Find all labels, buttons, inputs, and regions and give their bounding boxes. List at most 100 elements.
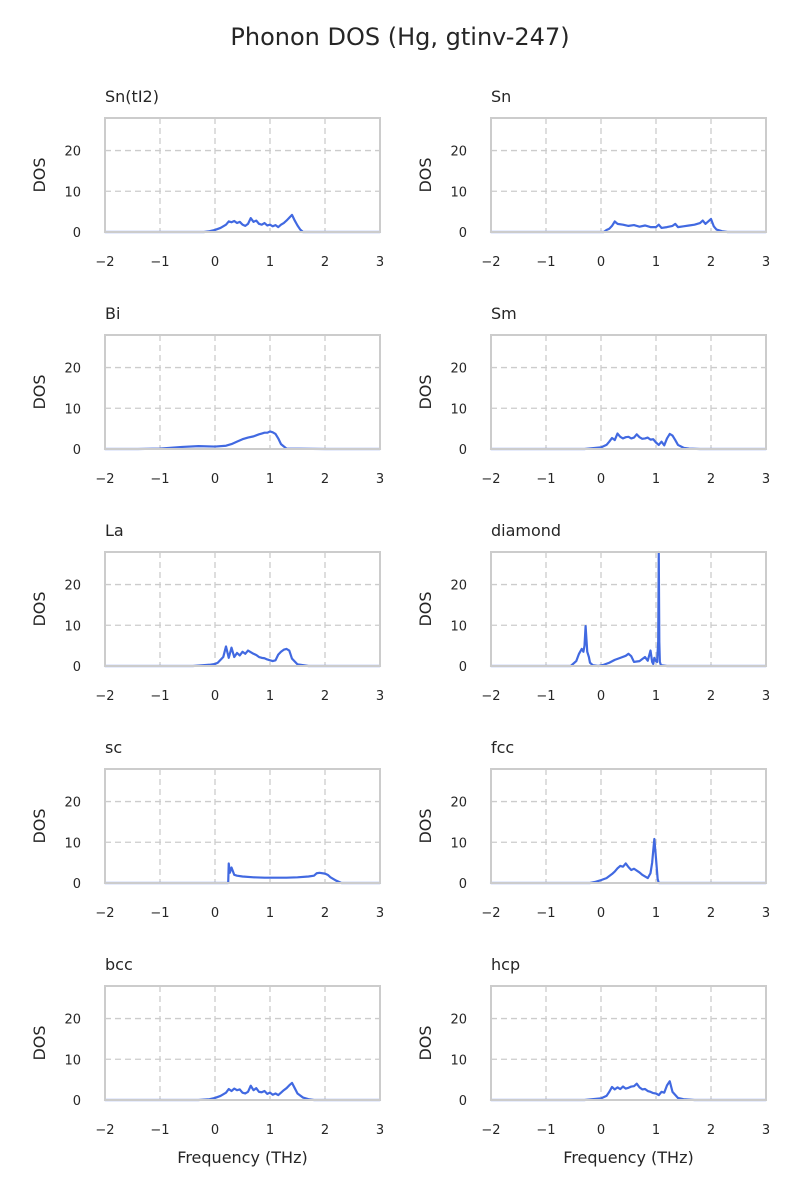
y-tick-label: 0 xyxy=(459,877,467,892)
panel-7: fcc −2 −1 0 1 2 3 0 10 20 DOS xyxy=(416,738,770,921)
y-axis-label: DOS xyxy=(30,808,49,843)
x-tick-label: −1 xyxy=(536,906,555,921)
panel-6: sc −2 −1 0 1 2 3 0 10 20 DOS xyxy=(30,738,384,921)
y-tick-label: 0 xyxy=(459,660,467,675)
y-axis-label: DOS xyxy=(30,1025,49,1060)
axes-frame xyxy=(490,117,767,233)
y-tick-label: 10 xyxy=(64,185,81,200)
y-axis-label: DOS xyxy=(30,374,49,409)
x-tick-label: 0 xyxy=(211,1123,219,1138)
y-tick-label: 20 xyxy=(450,1013,467,1028)
x-tick-label: −1 xyxy=(150,906,169,921)
x-tick-label: 1 xyxy=(652,255,660,270)
x-tick-label: 1 xyxy=(652,689,660,704)
dos-line xyxy=(103,862,382,885)
dos-line xyxy=(103,645,382,668)
x-tick-label: 2 xyxy=(707,689,715,704)
x-tick-label: 1 xyxy=(266,472,274,487)
x-tick-label: 0 xyxy=(211,689,219,704)
x-tick-label: −1 xyxy=(150,255,169,270)
x-tick-label: 0 xyxy=(211,255,219,270)
panel-title: bcc xyxy=(105,955,133,974)
panel-title: Sn xyxy=(491,87,511,106)
y-tick-label: 0 xyxy=(459,226,467,241)
x-tick-label: 3 xyxy=(762,906,770,921)
panel-title: La xyxy=(105,521,124,540)
x-tick-label: −1 xyxy=(150,472,169,487)
x-tick-label: 3 xyxy=(376,906,384,921)
dos-line xyxy=(489,550,768,668)
y-tick-label: 10 xyxy=(450,836,467,851)
y-tick-label: 10 xyxy=(450,619,467,634)
y-tick-label: 20 xyxy=(64,579,81,594)
y-tick-label: 10 xyxy=(450,1053,467,1068)
x-axis-label: Frequency (THz) xyxy=(563,1148,693,1167)
axes-frame xyxy=(490,551,767,667)
x-tick-label: 1 xyxy=(266,1123,274,1138)
x-tick-label: −2 xyxy=(481,1123,500,1138)
x-tick-label: −2 xyxy=(481,689,500,704)
x-tick-label: 0 xyxy=(211,906,219,921)
y-axis-label: DOS xyxy=(416,808,435,843)
x-tick-label: 0 xyxy=(597,255,605,270)
panel-title: Bi xyxy=(105,304,120,323)
axes-frame xyxy=(490,334,767,450)
panel-9: hcp −2 −1 0 1 2 3 0 10 20 DOS Frequency (THz) xyxy=(416,955,770,1167)
y-tick-label: 0 xyxy=(73,1094,81,1109)
y-axis-label: DOS xyxy=(416,157,435,192)
y-tick-label: 0 xyxy=(73,877,81,892)
dos-line xyxy=(103,430,382,451)
x-tick-label: 2 xyxy=(707,472,715,487)
x-tick-label: 0 xyxy=(211,472,219,487)
x-axis-label: Frequency (THz) xyxy=(177,1148,307,1167)
y-tick-label: 20 xyxy=(450,145,467,160)
axes-frame xyxy=(104,985,381,1101)
y-tick-label: 0 xyxy=(73,443,81,458)
x-tick-label: −2 xyxy=(481,472,500,487)
dos-line xyxy=(103,213,382,234)
panel-1: Sn −2 −1 0 1 2 3 0 10 20 DOS xyxy=(416,87,770,270)
y-axis-label: DOS xyxy=(416,1025,435,1060)
x-tick-label: 2 xyxy=(321,255,329,270)
y-tick-label: 0 xyxy=(459,1094,467,1109)
x-tick-label: 1 xyxy=(652,472,660,487)
y-tick-label: 20 xyxy=(64,145,81,160)
dos-line xyxy=(489,1080,768,1102)
x-tick-label: −1 xyxy=(536,1123,555,1138)
panel-title: Sm xyxy=(491,304,517,323)
x-tick-label: 2 xyxy=(321,689,329,704)
x-tick-label: 0 xyxy=(597,906,605,921)
x-tick-label: 0 xyxy=(597,689,605,704)
x-tick-label: 1 xyxy=(266,906,274,921)
panel-title: diamond xyxy=(491,521,561,540)
x-tick-label: 3 xyxy=(376,472,384,487)
x-tick-label: −2 xyxy=(95,689,114,704)
x-tick-label: −1 xyxy=(536,255,555,270)
y-tick-label: 0 xyxy=(459,443,467,458)
x-tick-label: 2 xyxy=(707,255,715,270)
panel-8: bcc −2 −1 0 1 2 3 0 10 20 DOS Frequency (THz) xyxy=(30,955,384,1167)
axes-frame xyxy=(104,334,381,450)
x-tick-label: 1 xyxy=(266,689,274,704)
x-tick-label: 3 xyxy=(376,689,384,704)
panel-title: sc xyxy=(105,738,122,757)
axes-frame xyxy=(104,551,381,667)
x-tick-label: 2 xyxy=(321,906,329,921)
x-tick-label: −2 xyxy=(95,1123,114,1138)
panel-title: Sn(tI2) xyxy=(105,87,159,106)
axes-frame xyxy=(104,117,381,233)
y-tick-label: 20 xyxy=(64,796,81,811)
y-tick-label: 0 xyxy=(73,660,81,675)
axes-frame xyxy=(490,768,767,884)
y-tick-label: 10 xyxy=(64,1053,81,1068)
y-tick-label: 20 xyxy=(450,796,467,811)
x-tick-label: 1 xyxy=(266,255,274,270)
x-tick-label: 3 xyxy=(762,689,770,704)
x-tick-label: −1 xyxy=(150,689,169,704)
y-axis-label: DOS xyxy=(30,591,49,626)
dos-line xyxy=(489,837,768,885)
x-tick-label: 3 xyxy=(762,1123,770,1138)
x-tick-label: 2 xyxy=(707,1123,715,1138)
x-tick-label: 0 xyxy=(597,472,605,487)
x-tick-label: 3 xyxy=(376,255,384,270)
